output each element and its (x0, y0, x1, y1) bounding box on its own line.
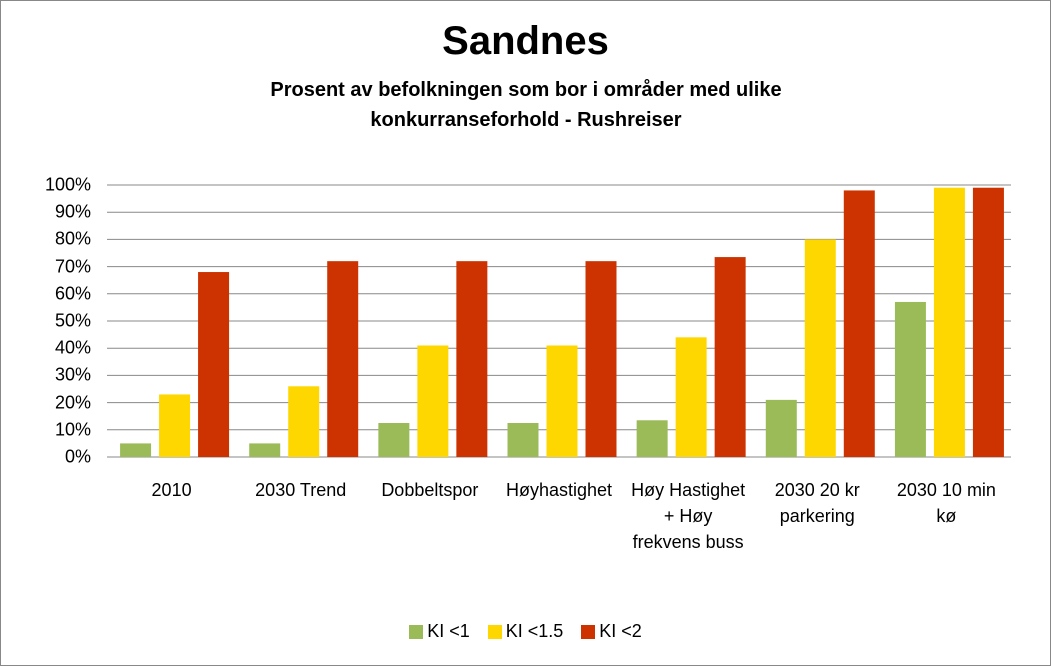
legend-item: KI <2 (581, 621, 642, 642)
x-tick-label: 2030 10 min kø (896, 480, 996, 526)
chart-title: Sandnes (442, 19, 609, 63)
bar (159, 394, 191, 457)
bar (507, 423, 539, 457)
bar (933, 187, 965, 457)
y-tick-label: 80% (54, 228, 91, 249)
bar (198, 272, 230, 457)
bar (327, 261, 359, 457)
y-tick-label: 70% (54, 256, 91, 277)
bar (675, 337, 707, 457)
bar (249, 443, 281, 457)
legend-label: KI <1.5 (505, 621, 564, 641)
legend-swatch (581, 624, 596, 639)
x-tick-label: 2030 20 kr parkering (774, 480, 860, 526)
y-tick-label: 20% (54, 392, 91, 413)
bar (288, 386, 320, 457)
y-tick-label: 60% (54, 283, 91, 304)
legend-item: KI <1.5 (487, 621, 564, 642)
bar (636, 420, 668, 457)
legend-item: KI <1 (409, 621, 470, 642)
legend: KI <1 KI <1.5 KI <2 (1, 621, 1050, 642)
y-tick-label: 90% (54, 201, 91, 222)
legend-swatch (487, 624, 502, 639)
chart-subtitle: Prosent av befolkningen som bor i område… (270, 79, 782, 131)
y-tick-label: 50% (54, 310, 91, 331)
legend-swatch (409, 624, 424, 639)
bar (843, 190, 875, 457)
legend-label: KI <2 (599, 621, 642, 641)
bar (804, 239, 836, 457)
bar (972, 187, 1004, 457)
bar (546, 345, 578, 457)
x-tick-label: Høy Hastighet + Høy frekvens buss (631, 480, 746, 552)
x-tick-label: Dobbeltspor (381, 480, 479, 500)
bar (417, 345, 449, 457)
bar (765, 399, 797, 457)
bar (378, 423, 410, 457)
y-tick-label: 40% (54, 337, 91, 358)
x-tick-label: Høyhastighet (505, 480, 613, 500)
bar (120, 443, 152, 457)
legend-label: KI <1 (427, 621, 470, 641)
bar (456, 261, 488, 457)
x-tick-label: 2010 (151, 480, 192, 500)
y-tick-label: 10% (54, 419, 91, 440)
bar (894, 301, 926, 457)
bar (585, 261, 617, 457)
x-tick-label: 2030 Trend (255, 480, 347, 500)
y-tick-label: 100% (44, 174, 91, 195)
y-tick-label: 0% (64, 446, 91, 467)
y-tick-label: 30% (54, 364, 91, 385)
bar (714, 257, 746, 457)
